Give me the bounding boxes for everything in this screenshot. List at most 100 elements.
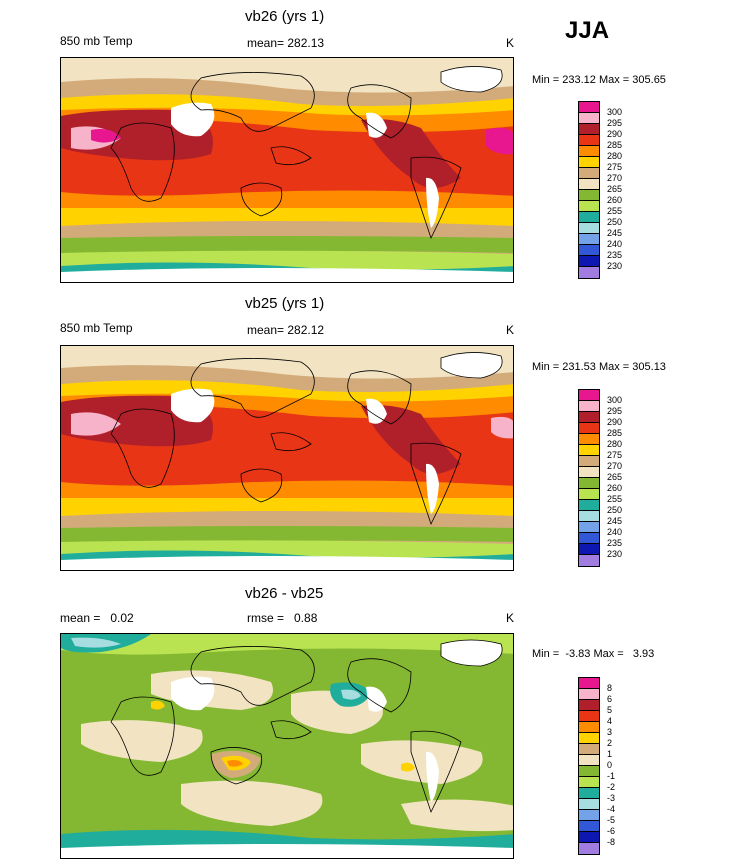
panel-2-title: vb25 (yrs 1) [245, 295, 325, 312]
panel-1-legend-swatch [579, 245, 599, 256]
panel-3-legend-label: 4 [607, 716, 613, 726]
panel-1-legend-label: 270 [607, 173, 623, 183]
panel-1-legend-swatch [579, 135, 599, 146]
panel-1-map [60, 57, 514, 283]
panel-2-legend-swatch [579, 544, 599, 555]
panel-2-legend-swatch [579, 434, 599, 445]
panel-2-mean-label: mean= 282.12 [247, 323, 325, 337]
panel-1-legend-swatch [579, 124, 599, 135]
panel-2-legend-swatch [579, 412, 599, 423]
panel-2-legend-label: 290 [607, 417, 623, 427]
panel-2-legend-label: 285 [607, 428, 623, 438]
panel-3-legend-label: 2 [607, 738, 613, 748]
panel-1-legend-swatch [579, 234, 599, 245]
panel-2-left-label: 850 mb Temp [60, 321, 133, 335]
panel-3-rmse-label: rmse = 0.88 [247, 611, 318, 625]
panel-1-legend-swatch [579, 267, 599, 278]
panel-3-legend-swatch [579, 678, 599, 689]
panel-3-legend-bar [578, 677, 600, 855]
panel-2-legend-label: 230 [607, 549, 623, 559]
panel-2-legend-swatch [579, 511, 599, 522]
panel-3-legend-label: -4 [607, 804, 616, 814]
panel-3-legend-label: -8 [607, 837, 616, 847]
panel-3-legend-swatch [579, 711, 599, 722]
panel-1-legend-label: 235 [607, 250, 623, 260]
panel-2-legend-label: 255 [607, 494, 623, 504]
panel-1-legend-swatch [579, 256, 599, 267]
panel-1-legend-swatch [579, 168, 599, 179]
panel-1-legend-label: 245 [607, 228, 623, 238]
panel-2-legend-label: 260 [607, 483, 623, 493]
panel-3-mean-label: mean = 0.02 [60, 611, 134, 625]
panel-2-legend-swatch [579, 390, 599, 401]
panel-2-legend-swatch [579, 500, 599, 511]
panel-1-left-label: 850 mb Temp [60, 34, 133, 48]
panel-2-legend-label: 270 [607, 461, 623, 471]
panel-1-legend-swatch [579, 223, 599, 234]
panel-3-legend-label: 1 [607, 749, 613, 759]
panel-2-legend-label: 275 [607, 450, 623, 460]
panel-2-minmax: Min = 231.53 Max = 305.13 [532, 361, 666, 373]
panel-3-legend-label: -3 [607, 793, 616, 803]
panel-2-legend-label: 295 [607, 406, 623, 416]
panel-3-legend-swatch [579, 843, 599, 854]
panel-2-legend-label: 280 [607, 439, 623, 449]
panel-1-legend-label: 290 [607, 129, 623, 139]
panel-1-legend-swatch [579, 179, 599, 190]
panel-2-legend-swatch [579, 401, 599, 412]
panel-1-legend-label: 275 [607, 162, 623, 172]
panel-1-legend-label: 295 [607, 118, 623, 128]
panel-1-units: K [506, 36, 515, 50]
panel-1-title: vb26 (yrs 1) [245, 8, 325, 25]
panel-1-legend-swatch [579, 190, 599, 201]
panel-1-legend-label: 300 [607, 107, 623, 117]
panel-2-legend-swatch [579, 456, 599, 467]
panel-2-legend-label: 300 [607, 395, 623, 405]
panel-2-legend-label: 235 [607, 538, 623, 548]
panel-2-legend-swatch [579, 533, 599, 544]
panel-3-legend-swatch [579, 777, 599, 788]
panel-2-map-canvas [61, 346, 513, 570]
panel-3-legend-label: 6 [607, 694, 613, 704]
panel-3-legend-swatch [579, 799, 599, 810]
panel-1-legend-label: 280 [607, 151, 623, 161]
panel-3-units: K [506, 611, 515, 625]
panel-2-legend-swatch [579, 489, 599, 500]
panel-3-legend-swatch [579, 689, 599, 700]
panel-1-legend-swatch [579, 212, 599, 223]
panel-3-legend-swatch [579, 788, 599, 799]
panel-3-legend-label: -5 [607, 815, 616, 825]
panel-2-legend-label: 250 [607, 505, 623, 515]
panel-1-legend-label: 255 [607, 206, 623, 216]
panel-1-legend-label: 240 [607, 239, 623, 249]
panel-2-legend-label: 245 [607, 516, 623, 526]
panel-2-units: K [506, 323, 515, 337]
panel-3-legend-swatch [579, 755, 599, 766]
panel-3-legend-label: 5 [607, 705, 613, 715]
season-label: JJA [565, 17, 610, 44]
panel-3-legend-swatch [579, 733, 599, 744]
panel-1-legend-swatch [579, 113, 599, 124]
panel-2-legend-label: 240 [607, 527, 623, 537]
panel-1-minmax: Min = 233.12 Max = 305.65 [532, 74, 666, 86]
panel-1-legend-swatch [579, 157, 599, 168]
panel-3-legend-label: -6 [607, 826, 616, 836]
panel-2-legend-swatch [579, 467, 599, 478]
panel-3-legend-swatch [579, 700, 599, 711]
panel-3-title: vb26 - vb25 [245, 585, 324, 602]
panel-3-legend-label: 0 [607, 760, 613, 770]
panel-3-map-canvas [61, 634, 513, 858]
panel-1-legend-label: 230 [607, 261, 623, 271]
panel-2-legend-label: 265 [607, 472, 623, 482]
panel-2-legend-swatch [579, 478, 599, 489]
panel-1-legend-label: 265 [607, 184, 623, 194]
panel-1-map-canvas [61, 58, 513, 282]
panel-1-legend-swatch [579, 146, 599, 157]
panel-2-legend-swatch [579, 522, 599, 533]
panel-3-map [60, 633, 514, 859]
panel-3-minmax: Min = -3.83 Max = 3.93 [532, 648, 655, 660]
panel-2-legend-swatch [579, 445, 599, 456]
panel-3-legend-swatch [579, 722, 599, 733]
panel-1-legend-label: 260 [607, 195, 623, 205]
panel-1-legend-swatch [579, 102, 599, 113]
